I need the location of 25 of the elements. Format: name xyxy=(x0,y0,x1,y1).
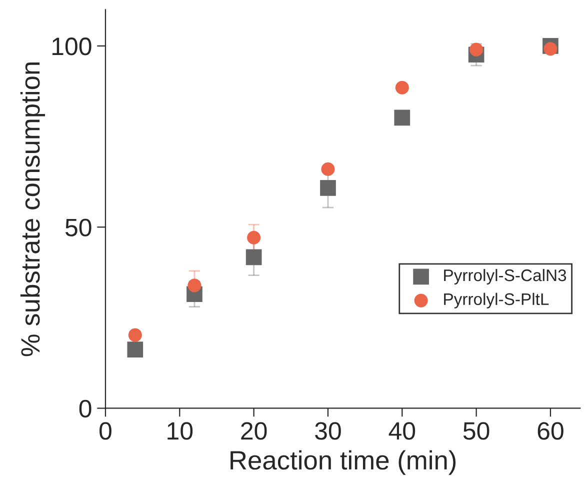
legend-label: Pyrrolyl-S-CalN3 xyxy=(444,268,566,285)
x-tick-label: 30 xyxy=(315,422,341,440)
x-tick-label: 20 xyxy=(241,422,267,440)
point xyxy=(470,42,484,56)
x-tick-label: 0 xyxy=(100,422,112,440)
point xyxy=(395,80,409,94)
x-tick-label: 60 xyxy=(538,422,564,440)
y-tick-label: 50 xyxy=(65,218,92,236)
point xyxy=(127,342,144,358)
point xyxy=(128,328,142,342)
legend-label: Pyrrolyl-S-PltL xyxy=(444,292,549,308)
point xyxy=(394,110,410,126)
x-tick-label: 50 xyxy=(463,422,490,440)
point xyxy=(246,249,262,266)
point xyxy=(321,162,335,176)
point xyxy=(247,230,261,244)
y-axis-title: % substrate consumption xyxy=(20,62,46,356)
point xyxy=(188,278,202,292)
point xyxy=(544,42,558,56)
y-tick-label: 100 xyxy=(52,38,92,56)
point xyxy=(320,180,336,196)
x-tick-label: 40 xyxy=(388,422,416,440)
x-tick-label: 10 xyxy=(168,422,193,440)
y-tick-label: 0 xyxy=(79,400,92,418)
x-axis-title: Reaction time (min) xyxy=(230,450,456,475)
